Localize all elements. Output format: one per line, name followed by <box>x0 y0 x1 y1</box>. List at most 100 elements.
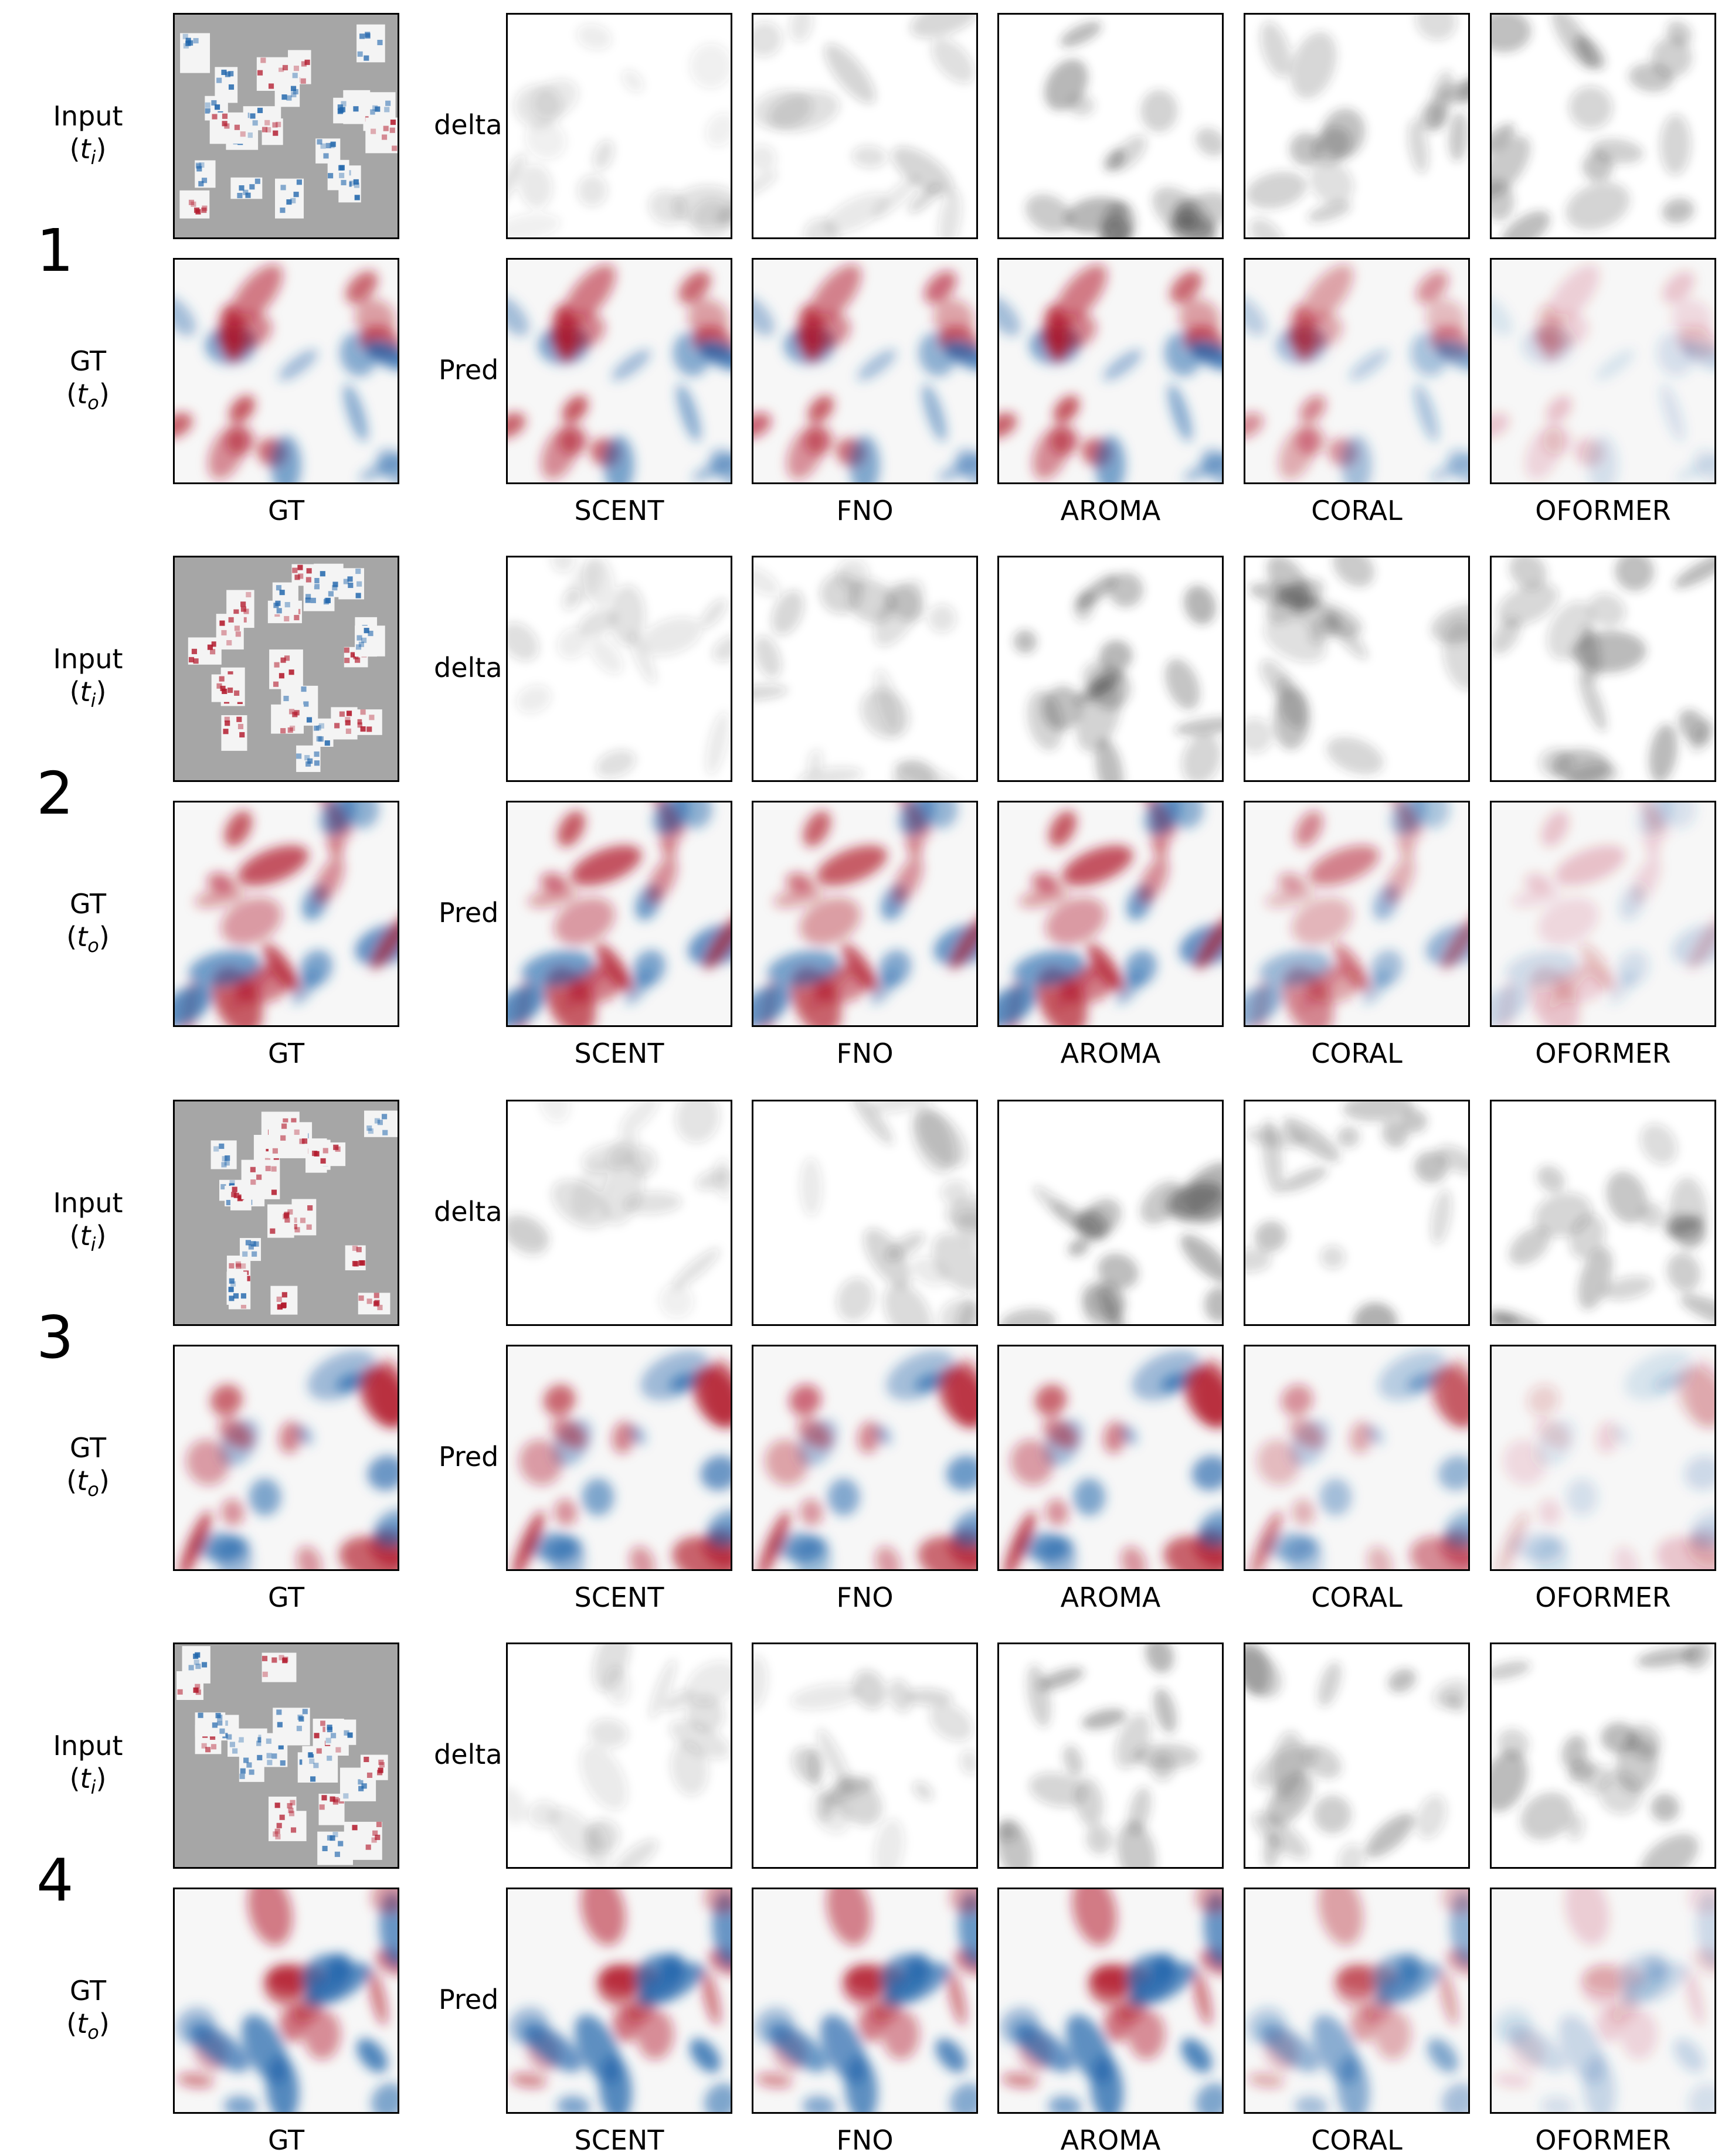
column-name-fno: FNO <box>836 1038 894 1069</box>
fno-delta-field <box>752 1100 978 1326</box>
column-name-aroma: AROMA <box>1060 1582 1161 1613</box>
scent-pred-field <box>506 801 732 1027</box>
input-row-label: Input (ti) <box>53 100 123 169</box>
gt-time-symbol: t <box>77 921 88 953</box>
gt-row-label: GT (to) <box>66 888 110 957</box>
delta-row-label: delta <box>434 109 502 141</box>
input-time-subscript: i <box>90 689 96 712</box>
gt-time-subscript: o <box>87 1478 99 1501</box>
scent-delta-field <box>506 1100 732 1326</box>
aroma-delta-field <box>997 1100 1224 1326</box>
input-time-symbol: t <box>80 1220 91 1252</box>
gt-label-text: GT <box>69 1975 107 2007</box>
delta-row-label: delta <box>434 1739 502 1770</box>
column-name-aroma: AROMA <box>1060 495 1161 526</box>
fno-pred-field <box>752 258 978 484</box>
coral-delta-field <box>1244 1100 1470 1326</box>
fno-delta-field <box>752 13 978 239</box>
input-label-text: Input <box>53 1187 123 1219</box>
input-label-text: Input <box>53 643 123 675</box>
input-row-label: Input (ti) <box>53 643 123 712</box>
input-masked-field <box>173 556 399 782</box>
coral-delta-field <box>1244 1642 1470 1869</box>
gt-row-label: GT (to) <box>66 345 110 414</box>
column-name-coral: CORAL <box>1311 2124 1403 2156</box>
input-time-symbol: t <box>80 133 91 165</box>
input-time-subscript: i <box>90 1233 96 1256</box>
coral-pred-field <box>1244 801 1470 1027</box>
pred-row-label: Pred <box>439 897 499 929</box>
aroma-pred-field <box>997 1888 1224 2114</box>
gt-field <box>173 1345 399 1571</box>
sample-number: 1 <box>36 216 74 285</box>
aroma-pred-field <box>997 258 1224 484</box>
column-name-gt: GT <box>267 495 305 526</box>
fno-pred-field <box>752 1345 978 1571</box>
column-name-oformer: OFORMER <box>1535 1582 1671 1613</box>
column-name-aroma: AROMA <box>1060 2124 1161 2156</box>
oformer-delta-field <box>1490 1642 1716 1869</box>
column-name-gt: GT <box>267 1582 305 1613</box>
aroma-pred-field <box>997 1345 1224 1571</box>
input-masked-field <box>173 13 399 239</box>
column-name-scent: SCENT <box>574 1582 664 1613</box>
gt-time-subscript: o <box>87 934 99 957</box>
gt-time-symbol: t <box>77 2008 88 2039</box>
input-row-label: Input (ti) <box>53 1730 123 1799</box>
oformer-pred-field <box>1490 801 1716 1027</box>
delta-row-label: delta <box>434 1196 502 1227</box>
coral-pred-field <box>1244 258 1470 484</box>
gt-time-subscript: o <box>87 392 99 414</box>
pred-row-label: Pred <box>439 1441 499 1473</box>
oformer-delta-field <box>1490 1100 1716 1326</box>
column-name-aroma: AROMA <box>1060 1038 1161 1069</box>
input-masked-field <box>173 1642 399 1869</box>
column-name-oformer: OFORMER <box>1535 1038 1671 1069</box>
input-masked-field <box>173 1100 399 1326</box>
scent-pred-field <box>506 1888 732 2114</box>
column-name-fno: FNO <box>836 2124 894 2156</box>
column-name-gt: GT <box>267 1038 305 1069</box>
scent-pred-field <box>506 258 732 484</box>
coral-pred-field <box>1244 1345 1470 1571</box>
input-time-symbol: t <box>80 676 91 708</box>
column-name-fno: FNO <box>836 495 894 526</box>
gt-label-text: GT <box>69 345 107 377</box>
input-time-symbol: t <box>80 1763 91 1794</box>
scent-delta-field <box>506 556 732 782</box>
gt-label-text: GT <box>69 1432 107 1464</box>
column-name-scent: SCENT <box>574 495 664 526</box>
gt-field <box>173 258 399 484</box>
aroma-pred-field <box>997 801 1224 1027</box>
scent-pred-field <box>506 1345 732 1571</box>
gt-row-label: GT (to) <box>66 1432 110 1501</box>
gt-row-label: GT (to) <box>66 1975 110 2044</box>
sample-number: 2 <box>36 759 74 828</box>
input-label-text: Input <box>53 1730 123 1761</box>
aroma-delta-field <box>997 13 1224 239</box>
oformer-pred-field <box>1490 258 1716 484</box>
oformer-pred-field <box>1490 1888 1716 2114</box>
fno-pred-field <box>752 1888 978 2114</box>
oformer-delta-field <box>1490 556 1716 782</box>
input-label-text: Input <box>53 100 123 132</box>
gt-time-symbol: t <box>77 1465 88 1497</box>
column-name-scent: SCENT <box>574 2124 664 2156</box>
aroma-delta-field <box>997 1642 1224 1869</box>
input-time-subscript: i <box>90 1776 96 1799</box>
scent-delta-field <box>506 1642 732 1869</box>
pred-row-label: Pred <box>439 1984 499 2015</box>
input-time-subscript: i <box>90 147 96 169</box>
column-name-scent: SCENT <box>574 1038 664 1069</box>
fno-delta-field <box>752 1642 978 1869</box>
aroma-delta-field <box>997 556 1224 782</box>
sample-number: 3 <box>36 1303 74 1372</box>
pred-row-label: Pred <box>439 354 499 386</box>
column-name-oformer: OFORMER <box>1535 2124 1671 2156</box>
scent-delta-field <box>506 13 732 239</box>
gt-time-subscript: o <box>87 2021 99 2044</box>
input-row-label: Input (ti) <box>53 1187 123 1256</box>
column-name-fno: FNO <box>836 1582 894 1613</box>
gt-time-symbol: t <box>77 378 88 410</box>
